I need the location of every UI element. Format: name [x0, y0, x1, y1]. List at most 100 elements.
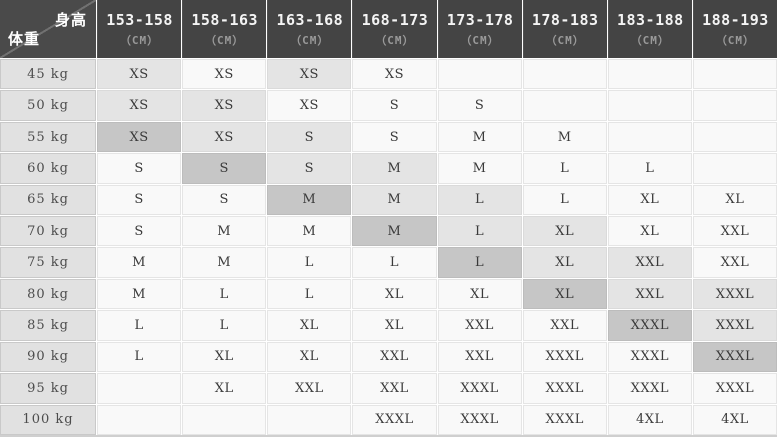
- size-value: M: [387, 192, 402, 208]
- height-range-header: 168-173 （CM）: [352, 0, 437, 58]
- height-range-header: 183-188 （CM）: [607, 0, 692, 58]
- size-cell: XXXL: [607, 341, 692, 373]
- size-cell: M: [437, 153, 522, 184]
- size-cell: XXXL: [437, 404, 522, 435]
- size-value: XXL: [380, 380, 409, 396]
- size-cell: L: [607, 153, 692, 184]
- size-value: XL: [299, 349, 319, 365]
- size-value: 4XL: [635, 412, 664, 428]
- size-cell: M: [522, 121, 607, 153]
- size-cell: M: [352, 153, 437, 184]
- height-unit-text: （CM）: [290, 33, 330, 47]
- weight-label-cell: 100 kg: [0, 404, 96, 435]
- weight-label-cell: 75 kg: [0, 247, 96, 278]
- size-value: M: [472, 129, 487, 145]
- size-value: XXXL: [630, 318, 670, 334]
- size-cell: XL: [607, 216, 692, 247]
- size-cell: L: [437, 216, 522, 247]
- size-value: XXXL: [545, 412, 584, 428]
- size-value: L: [304, 286, 314, 302]
- size-cell: XS: [182, 59, 267, 90]
- size-cell: S: [182, 153, 267, 184]
- size-cell: S: [267, 153, 352, 184]
- weight-label-cell: 55 kg: [0, 121, 96, 153]
- size-cell: S: [97, 153, 182, 184]
- size-cell: M: [182, 247, 267, 278]
- height-unit-text: （CM）: [630, 33, 670, 47]
- weight-label-text: 55 kg: [27, 129, 69, 145]
- weight-label-cell: 65 kg: [0, 184, 96, 216]
- height-range-header: 188-193 （CM）: [692, 0, 777, 58]
- height-axis-label: 身高: [54, 12, 87, 29]
- height-range-header: 153-158 （CM）: [97, 0, 182, 58]
- size-cell: S: [267, 121, 352, 153]
- size-value: XL: [725, 192, 745, 208]
- size-cell: XS: [97, 90, 182, 121]
- size-cell: L: [182, 278, 267, 310]
- size-value: L: [560, 160, 570, 176]
- size-value: L: [304, 255, 314, 271]
- size-value: XS: [299, 66, 319, 82]
- size-value: S: [389, 129, 400, 145]
- size-cell: XXXL: [522, 404, 607, 435]
- size-value: L: [474, 255, 485, 271]
- size-value: XXL: [635, 286, 665, 302]
- size-cell: [692, 153, 777, 184]
- weight-axis-label: 体重: [8, 31, 41, 48]
- size-value: M: [302, 192, 317, 208]
- size-value: L: [134, 318, 144, 334]
- size-cell: XL: [182, 341, 267, 373]
- size-cell: XXL: [437, 310, 522, 341]
- size-cell: XXL: [352, 373, 437, 404]
- weight-label-text: 50 kg: [27, 98, 69, 114]
- size-cell: XXXL: [692, 373, 777, 404]
- size-cell: XL: [182, 373, 267, 404]
- weight-label-cell: 80 kg: [0, 278, 96, 310]
- size-cell: XL: [522, 216, 607, 247]
- size-value: S: [134, 192, 144, 208]
- size-cell: S: [437, 90, 522, 121]
- size-value: M: [217, 255, 232, 271]
- size-value: XS: [384, 66, 405, 82]
- size-cell: [437, 59, 522, 90]
- height-unit-text: （CM）: [460, 33, 500, 47]
- size-value: XXL: [465, 349, 494, 365]
- size-value: L: [389, 255, 399, 271]
- height-unit-text: （CM）: [119, 33, 160, 47]
- size-value: XS: [129, 66, 149, 82]
- size-value: XL: [640, 223, 660, 239]
- weight-label-cell: 95 kg: [0, 373, 96, 404]
- size-value: S: [304, 129, 315, 145]
- height-range-header: 163-168 （CM）: [267, 0, 352, 58]
- height-range-header: 173-178 （CM）: [437, 0, 522, 58]
- size-cell: XXXL: [607, 310, 692, 341]
- size-cell: [692, 121, 777, 153]
- size-value: S: [219, 160, 229, 176]
- size-value: XXXL: [375, 412, 414, 428]
- size-cell: XS: [97, 121, 182, 153]
- size-value: S: [474, 98, 485, 114]
- size-cell: [692, 90, 777, 121]
- height-range-header: 178-183 （CM）: [522, 0, 607, 58]
- weight-label-cell: 50 kg: [0, 90, 96, 121]
- size-value: XL: [214, 380, 234, 396]
- size-cell: L: [267, 247, 352, 278]
- size-cell: [607, 90, 692, 121]
- size-cell: XXXL: [692, 278, 777, 310]
- size-value: S: [304, 160, 315, 176]
- size-value: S: [134, 160, 144, 176]
- size-cell: L: [97, 310, 182, 341]
- size-value: L: [645, 160, 655, 176]
- height-range-text: 183-188: [616, 10, 684, 29]
- size-cell: S: [352, 121, 437, 153]
- weight-label-text: 45 kg: [27, 66, 69, 82]
- weight-label-text: 60 kg: [27, 160, 69, 176]
- size-value: XL: [384, 318, 404, 334]
- weight-label-cell: 85 kg: [0, 310, 96, 341]
- size-value: M: [387, 223, 402, 239]
- size-cell: XL: [267, 310, 352, 341]
- size-cell: XXL: [607, 247, 692, 278]
- size-value: XL: [640, 192, 660, 208]
- size-cell: 4XL: [607, 404, 692, 435]
